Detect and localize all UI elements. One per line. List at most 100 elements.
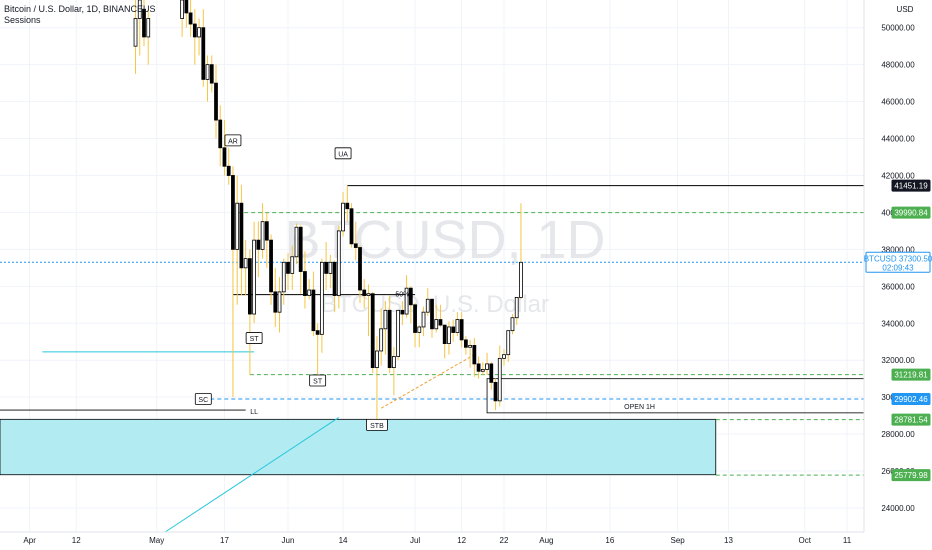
candle-body[interactable] — [408, 287, 413, 306]
symbol-title[interactable]: Bitcoin / U.S. Dollar, 1D, BINANCEUS — [4, 4, 156, 14]
price-tag[interactable] — [891, 413, 931, 426]
candle-body[interactable] — [180, 0, 185, 19]
wyckoff-label[interactable]: ST — [250, 336, 260, 343]
trend-line-dashed[interactable] — [380, 354, 475, 409]
candle-body[interactable] — [476, 363, 481, 372]
wyckoff-label[interactable]: AR — [228, 138, 238, 145]
candle-body[interactable] — [485, 363, 489, 370]
candle-body[interactable] — [311, 289, 316, 332]
candle-body[interactable] — [277, 291, 282, 313]
price-tag[interactable] — [891, 469, 931, 482]
candle-body[interactable] — [455, 319, 460, 333]
candle-body[interactable] — [192, 23, 197, 38]
candle-body[interactable] — [353, 243, 358, 248]
candle-body[interactable] — [197, 27, 201, 38]
candle-body[interactable] — [231, 175, 235, 250]
candle-body[interactable] — [502, 354, 506, 359]
candle-body[interactable] — [366, 293, 371, 296]
candle-body[interactable] — [421, 311, 426, 328]
candle-body[interactable] — [137, 0, 142, 19]
candle-body[interactable] — [324, 261, 328, 274]
candle-body[interactable] — [252, 239, 257, 315]
candle-body[interactable] — [480, 369, 485, 372]
candle-body[interactable] — [235, 202, 240, 250]
price-tag[interactable] — [891, 179, 931, 192]
candle-body[interactable] — [362, 289, 367, 296]
candle-body[interactable] — [447, 326, 451, 344]
candle-body[interactable] — [260, 221, 265, 250]
candle-body[interactable] — [298, 226, 303, 272]
candle-body[interactable] — [375, 350, 379, 368]
wyckoff-label[interactable]: STB — [370, 423, 384, 430]
candle-body[interactable] — [358, 247, 362, 291]
candle-body[interactable] — [286, 261, 290, 274]
candle-body[interactable] — [243, 258, 248, 269]
candle-body[interactable] — [438, 319, 443, 326]
candle-body[interactable] — [214, 82, 218, 121]
candle-body[interactable] — [497, 357, 502, 402]
candle-body[interactable] — [264, 221, 269, 241]
candle-body[interactable] — [303, 271, 307, 296]
candle-body[interactable] — [294, 226, 299, 258]
level-lines[interactable] — [0, 185, 865, 533]
price-tag[interactable] — [891, 368, 931, 381]
open-1h-label[interactable]: OPEN 1H — [624, 404, 655, 411]
wyckoff-label-box[interactable] — [309, 374, 327, 387]
candle-body[interactable] — [273, 291, 278, 313]
candle-body[interactable] — [519, 261, 523, 298]
candle-body[interactable] — [383, 309, 388, 330]
candle-body[interactable] — [349, 208, 354, 245]
candle-body[interactable] — [256, 239, 261, 250]
annotation-label[interactable]: LL — [250, 409, 258, 416]
candle-body[interactable] — [307, 289, 312, 296]
candle-body[interactable] — [425, 298, 430, 313]
candle-body[interactable] — [468, 345, 472, 348]
candle-body[interactable] — [442, 324, 447, 344]
candle-body[interactable] — [188, 12, 193, 25]
candle-body[interactable] — [379, 328, 384, 352]
candle-body[interactable] — [489, 363, 494, 383]
wyckoff-label-box[interactable] — [366, 418, 388, 431]
candle-body[interactable] — [281, 261, 286, 293]
candle-body[interactable] — [451, 326, 456, 333]
candle-body[interactable] — [413, 304, 417, 333]
candle-body[interactable] — [400, 309, 405, 315]
price-tag[interactable] — [891, 206, 931, 219]
demand-zone-rect[interactable] — [0, 418, 717, 476]
candle-body[interactable] — [226, 165, 231, 176]
candle-body[interactable] — [315, 330, 320, 335]
candle-body[interactable] — [222, 147, 227, 167]
candle-body[interactable] — [142, 8, 146, 38]
candle-body[interactable] — [506, 330, 511, 356]
candle-body[interactable] — [341, 202, 345, 232]
candle-body[interactable] — [404, 287, 409, 315]
annotation-label[interactable]: 50% — [395, 292, 409, 299]
candle-body[interactable] — [434, 319, 439, 330]
candle-body[interactable] — [493, 381, 498, 402]
candle-body[interactable] — [269, 239, 273, 293]
candle-body[interactable] — [417, 326, 422, 333]
price-tag[interactable] — [891, 392, 931, 405]
candles[interactable] — [133, 0, 523, 420]
sessions-label[interactable]: Sessions — [4, 15, 41, 25]
wyckoff-label[interactable]: UA — [338, 151, 348, 158]
candle-body[interactable] — [319, 261, 324, 335]
candle-body[interactable] — [239, 202, 244, 269]
candle-body[interactable] — [290, 256, 295, 274]
candle-body[interactable] — [472, 345, 477, 365]
trend-line-cyan[interactable] — [164, 417, 340, 533]
candle-body[interactable] — [396, 309, 400, 357]
candle-body[interactable] — [510, 317, 515, 332]
candle-body[interactable] — [391, 356, 396, 368]
candle-body[interactable] — [146, 18, 151, 38]
wyckoff-label[interactable]: SC — [198, 397, 208, 404]
candle-body[interactable] — [463, 339, 468, 348]
candle-body[interactable] — [133, 18, 138, 47]
candle-body[interactable] — [205, 64, 210, 80]
candle-body[interactable] — [184, 0, 189, 14]
candle-body[interactable] — [345, 202, 350, 210]
candle-body[interactable] — [332, 261, 337, 296]
wyckoff-label-box[interactable] — [245, 332, 263, 344]
wyckoff-label-box[interactable] — [194, 393, 212, 405]
